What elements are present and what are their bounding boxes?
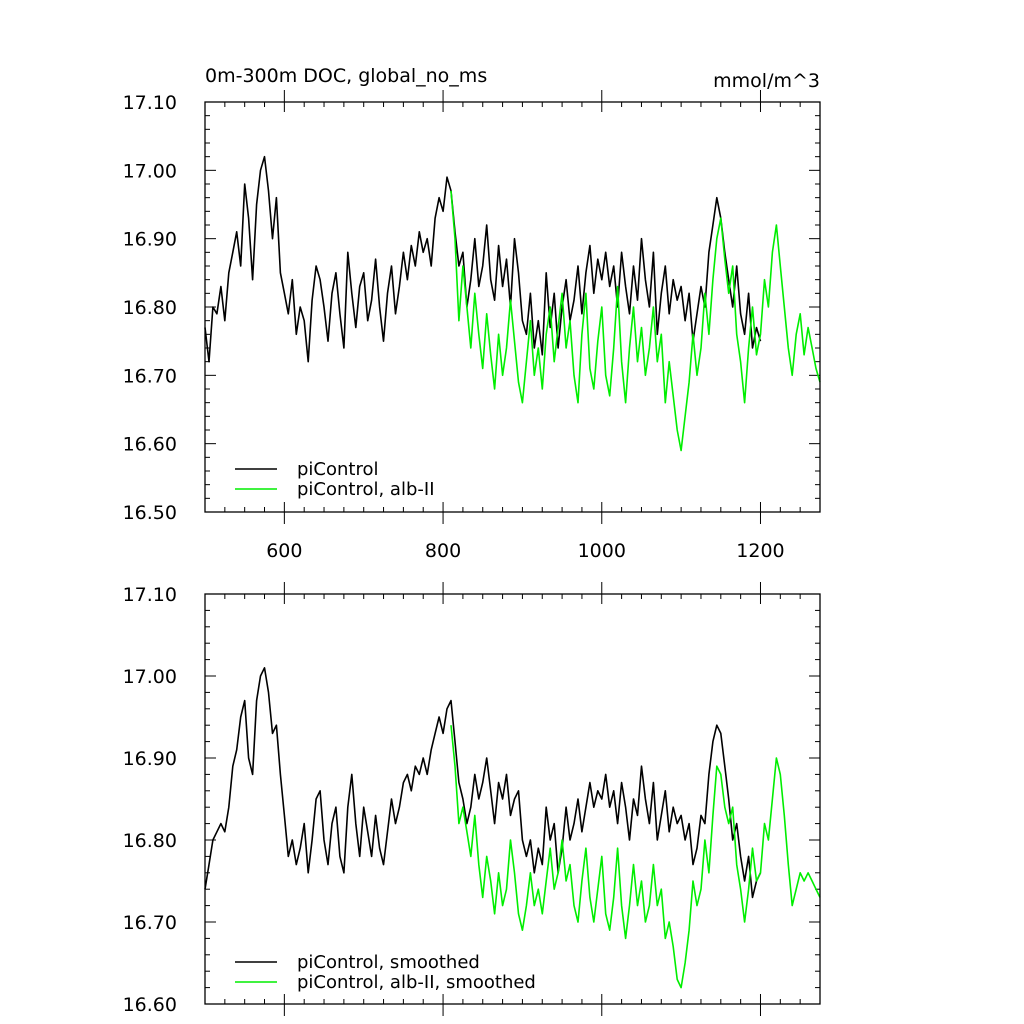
legend-label: piControl, alb-II, smoothed — [297, 972, 536, 993]
legend-label: piControl — [297, 459, 379, 480]
series-line-picontrol-alb-ii — [450, 190, 821, 452]
legend-label: piControl, smoothed — [297, 952, 480, 973]
x-tick-label: 800 — [425, 540, 461, 562]
chart-panel-top: 16.50 16.60 16.70 16.80 16.90 17.00 17.10 600 80… — [123, 65, 821, 562]
y-tick-label: 17.00 — [123, 666, 177, 688]
y-tick-label: 16.90 — [123, 229, 177, 251]
legend-label: piControl, alb-II — [297, 479, 435, 500]
series-line-picontrol — [204, 666, 762, 899]
x-tick-label: 1200 — [736, 540, 784, 562]
x-tick-label: 600 — [266, 540, 302, 562]
y-tick-label: 16.60 — [123, 434, 177, 456]
y-tick-label: 16.60 — [123, 994, 177, 1016]
plot-frame — [204, 101, 821, 513]
y-tick-label: 16.70 — [123, 365, 177, 387]
y-tick-label: 17.10 — [123, 584, 177, 606]
plot-frame — [204, 593, 821, 1005]
y-tick-label: 17.10 — [123, 92, 177, 114]
y-tick-label: 16.80 — [123, 830, 177, 852]
y-tick-label: 16.50 — [123, 502, 177, 524]
y-tick-label: 16.90 — [123, 748, 177, 770]
y-tick-label: 16.80 — [123, 297, 177, 319]
y-tick-label: 16.70 — [123, 912, 177, 934]
chart-title: 0m-300m DOC, global_no_ms — [205, 65, 487, 87]
chart-panel-bottom: 16.60 16.70 16.80 16.90 17.00 17.10 piControl,… — [123, 582, 821, 1016]
series-line-picontrol-alb-ii — [450, 725, 821, 989]
units-label: mmol/m^3 — [713, 70, 820, 92]
x-tick-label: 1000 — [578, 540, 626, 562]
y-tick-label: 17.00 — [123, 160, 177, 182]
series-line-picontrol — [204, 155, 762, 363]
